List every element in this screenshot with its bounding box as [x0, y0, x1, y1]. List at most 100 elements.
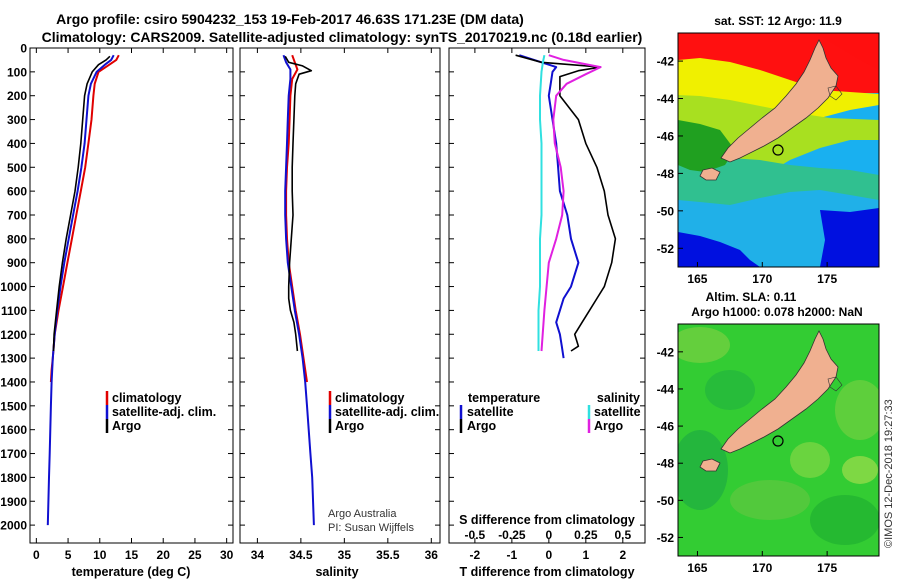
sla-map-ticks: 165 170 175 -42 -44 -46 -48 -50 -52	[657, 345, 838, 575]
map-x-tick-label: 165	[687, 272, 707, 286]
series-line-s-argo	[540, 54, 602, 352]
x-tick-label: 34	[251, 548, 265, 562]
credit-line-2: PI: Susan Wijffels	[328, 522, 414, 534]
x-tick-label: 35.5	[376, 548, 400, 562]
difference-series	[515, 54, 617, 359]
x-tick-label: 36	[425, 548, 439, 562]
depth-tick-label: 1300	[0, 352, 27, 366]
map-y-tick-label: -42	[657, 345, 675, 359]
legend-climatology-label: climatology	[335, 391, 405, 405]
map-y-tick-label: -44	[657, 382, 675, 396]
salinity-series	[282, 54, 315, 526]
map-y-tick-label: -46	[657, 420, 675, 434]
s-difference-axis-ticks: -0.5 -0.25 0 0.25 0.5	[465, 528, 632, 542]
argo-float-marker	[772, 435, 784, 447]
s-difference-label: S difference from climatology	[459, 513, 635, 527]
sla-landmass	[699, 330, 843, 472]
sla-map-subtitle: Argo h1000: 0.078 h2000: NaN	[691, 305, 862, 319]
depth-tick-label: 1400	[0, 375, 27, 389]
depth-tick-label: 0	[20, 42, 27, 56]
title-line-2: Climatology: CARS2009. Satellite-adjuste…	[42, 29, 643, 45]
legend-s-argo-label: Argo	[594, 419, 624, 433]
sst-landmass	[699, 39, 843, 181]
salinity-xlabel: salinity	[315, 565, 358, 579]
x-tick-label: 20	[157, 548, 171, 562]
temperature-xlabel: temperature (deg C)	[72, 565, 191, 579]
x-tick-label: 15	[125, 548, 139, 562]
difference-panel: -2 -1 0 1 2 -0.5 -0.25 0 0.25 0.5 temperature sa…	[448, 47, 646, 579]
depth-tick-label: 300	[7, 113, 27, 127]
x-tick-label: 5	[65, 548, 72, 562]
map-x-tick-label: 170	[752, 561, 772, 575]
depth-tick-label: 400	[7, 137, 27, 151]
nz-south-island	[720, 330, 839, 454]
temperature-series	[46, 54, 120, 526]
series-line-satellite-adj-clim-	[46, 54, 115, 526]
sst-cold-patch-west	[678, 232, 760, 267]
salinity-axis-ticks: 34 34.5 35 35.5 36	[251, 48, 439, 562]
sst-green-coastal	[678, 120, 735, 172]
credit-line-1: Argo Australia	[328, 508, 397, 520]
legend-satellite-label: satellite-adj. clim.	[112, 405, 216, 419]
depth-tick-label: 900	[7, 256, 27, 270]
legend-satellite-label: satellite-adj. clim.	[335, 405, 439, 419]
depth-tick-label: 200	[7, 89, 27, 103]
sst-map-ticks: 165 170 175 -42 -44 -46 -48 -50 -52	[657, 55, 838, 286]
x-tick-label: 35	[338, 548, 352, 562]
s-tick-label: -0.25	[498, 528, 526, 542]
map-x-tick-label: 170	[752, 272, 772, 286]
imos-watermark: ©IMOS 12-Dec-2018 19:27:33	[883, 399, 895, 548]
temperature-axis-ticks: 0 5 10 15 20 25 30	[33, 48, 234, 562]
map-y-tick-label: -48	[657, 457, 675, 471]
depth-tick-label: 1800	[0, 471, 27, 485]
s-tick-label: 0.25	[574, 528, 598, 542]
legend-t-satellite-label: satellite	[467, 405, 514, 419]
s-tick-label: 0.5	[614, 528, 631, 542]
salinity-depth-ticks	[240, 47, 440, 526]
title-line-1: Argo profile: csiro 5904232_153 19-Feb-2…	[56, 11, 524, 27]
x-tick-label: 2	[619, 548, 626, 562]
temperature-legend: climatology satellite-adj. clim. Argo	[105, 391, 216, 433]
x-tick-label: 34.5	[289, 548, 313, 562]
map-x-tick-label: 165	[687, 561, 707, 575]
legend-climatology-label: climatology	[112, 391, 182, 405]
sla-map-frame	[677, 323, 880, 557]
salinity-legend: climatology satellite-adj. clim. Argo	[328, 391, 439, 433]
x-tick-label: 30	[220, 548, 234, 562]
depth-axis-ticks: 0 100 200 300 400 500 600 700 800 900 1000 1100 1200…	[0, 42, 233, 533]
depth-tick-label: 1000	[0, 280, 27, 294]
map-y-tick-label: -42	[657, 55, 675, 69]
temperature-panel: 0100200300400500600700800900100011001200…	[0, 42, 233, 580]
temperature-axes-frame	[29, 47, 234, 544]
depth-tick-label: 100	[7, 65, 27, 79]
difference-depth-ticks	[449, 47, 645, 526]
legend-argo-label: Argo	[335, 419, 365, 433]
sst-cold-patch-east	[820, 208, 879, 267]
s-tick-label: 0	[546, 528, 553, 542]
map-y-tick-label: -48	[657, 167, 675, 181]
sst-map-title: sat. SST: 12 Argo: 11.9	[714, 14, 842, 28]
x-tick-label: 1	[582, 548, 589, 562]
map-y-tick-label: -52	[657, 531, 675, 545]
x-tick-label: 0	[33, 548, 40, 562]
map-y-tick-label: -44	[657, 92, 675, 106]
sst-map-panel: sat. SST: 12 Argo: 11.9 165 170 175 -42 -44 -…	[657, 14, 880, 286]
difference-legend: temperature salinity satellite Argo sate…	[459, 391, 641, 433]
depth-tick-label: 1100	[1, 304, 27, 318]
argo-float-marker	[772, 144, 784, 156]
x-tick-label: 25	[188, 548, 202, 562]
stewart-island	[699, 458, 721, 472]
x-tick-label: 10	[93, 548, 107, 562]
s-tick-label: -0.5	[465, 528, 486, 542]
series-line-argo	[284, 55, 313, 352]
legend-temperature-title: temperature	[468, 391, 540, 405]
depth-tick-label: 500	[7, 161, 27, 175]
series-line-t-argo	[515, 54, 617, 352]
legend-t-argo-label: Argo	[467, 419, 497, 433]
stewart-island	[699, 167, 721, 181]
legend-s-satellite-label: satellite	[594, 405, 641, 419]
legend-argo-label: Argo	[112, 419, 142, 433]
salinity-panel: 34 34.5 35 35.5 36 climatology satellite-adj…	[239, 47, 441, 579]
